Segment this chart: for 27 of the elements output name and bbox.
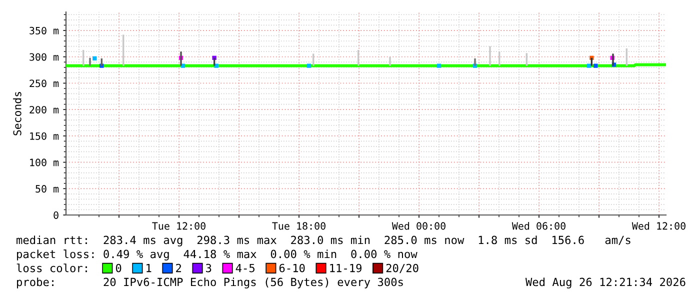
x-tick-label: Tue 18:00 bbox=[272, 222, 326, 230]
y-tick-label: 250 m bbox=[30, 80, 59, 88]
legend-label: 1 bbox=[146, 264, 152, 272]
y-tick-label: 300 m bbox=[30, 53, 59, 61]
legend-label: 2 bbox=[176, 264, 182, 272]
legend-label: 3 bbox=[206, 264, 212, 272]
y-tick-label: 350 m bbox=[30, 26, 59, 34]
text: packet loss: 0.49 % avg 44.18 % max 0.00 % min 0.00 % now bbox=[17, 250, 418, 260]
legend-label: 20/20 bbox=[386, 264, 418, 274]
x-tick-label: Wed 12:00 bbox=[632, 222, 686, 230]
y-tick-label: 200 m bbox=[30, 106, 59, 114]
x-tick-label: Wed 00:00 bbox=[392, 222, 446, 230]
text: probe: 20 IPv6-ICMP Echo Pings (56 Bytes) every 300s bbox=[17, 278, 403, 288]
y-tick-label: 0 bbox=[54, 211, 58, 219]
text: Wed Aug 26 12:21:34 2026 bbox=[525, 278, 686, 288]
legend-label: 0 bbox=[116, 264, 122, 272]
legend-label: 11-19 bbox=[330, 264, 362, 272]
y-tick-label: 100 m bbox=[30, 158, 59, 166]
legend-title: loss color: bbox=[16, 264, 87, 272]
text: median rtt: 283.4 ms avg 298.3 ms max 283.0 ms min 285.0 ms now 1.8 ms sd 156.6 am/s bbox=[16, 236, 630, 246]
y-tick-label: 50 m bbox=[36, 185, 59, 193]
legend-label: 4-5 bbox=[236, 264, 254, 272]
x-tick-label: Wed 06:00 bbox=[512, 222, 566, 230]
y-axis-title: Seconds bbox=[13, 92, 22, 136]
y-tick-label: 150 m bbox=[30, 132, 59, 140]
legend-label: 6-10 bbox=[279, 264, 305, 272]
x-tick-label: Tue 12:00 bbox=[152, 222, 206, 230]
